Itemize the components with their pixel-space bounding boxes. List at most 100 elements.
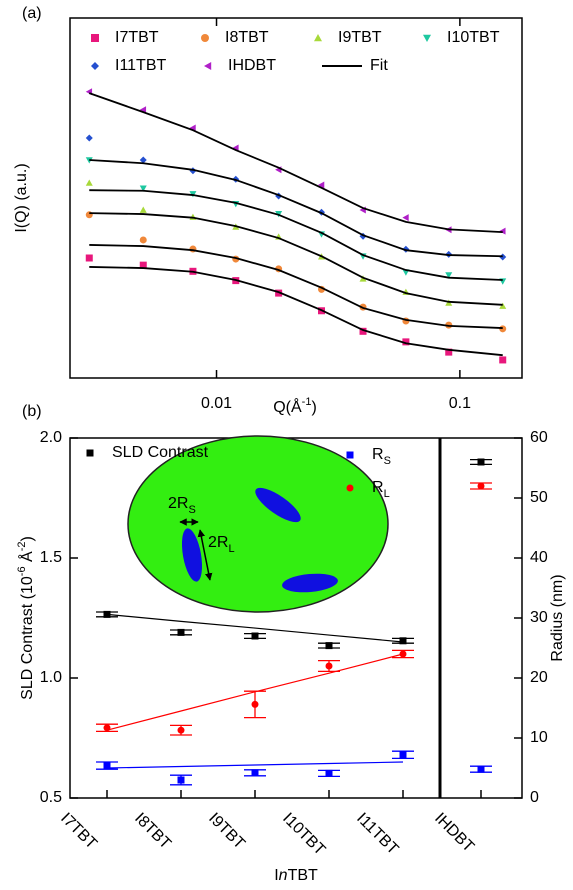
marker <box>275 289 283 297</box>
marker <box>402 338 410 346</box>
inset-diagram <box>127 435 389 613</box>
inset-label-part: L <box>228 543 234 555</box>
x-axis-label-part: TBT <box>288 867 318 884</box>
series <box>85 88 506 235</box>
legend-marker <box>201 34 209 42</box>
legend-marker <box>314 34 322 42</box>
marker <box>103 610 111 618</box>
marker <box>251 769 259 777</box>
marker <box>499 302 507 309</box>
x-axis-label-part: Q(Å <box>273 397 302 416</box>
legend-marker <box>346 451 354 459</box>
y2-tick-label: 20 <box>530 669 548 686</box>
x-tick-label: 0.01 <box>201 395 232 412</box>
plot-frame <box>69 17 523 379</box>
x-tick-label: IHDBT <box>431 810 477 856</box>
x-axis-label-part: ) <box>311 399 316 416</box>
marker <box>499 356 507 364</box>
marker <box>445 272 453 279</box>
fit-line <box>89 266 503 357</box>
marker <box>103 724 111 732</box>
fit-line <box>88 92 503 234</box>
marker <box>477 458 485 466</box>
marker <box>325 662 333 670</box>
marker <box>445 348 453 356</box>
legend-marker <box>204 62 212 70</box>
x-axis-label-part: -1 <box>302 396 312 408</box>
marker <box>325 769 333 777</box>
marker <box>251 632 259 640</box>
marker <box>251 700 259 708</box>
legend-marker <box>86 449 94 457</box>
inset-label-part: S <box>188 504 195 516</box>
marker <box>85 254 93 262</box>
marker <box>399 751 407 759</box>
inset-label-part: 2R <box>208 534 228 551</box>
legend-marker <box>91 34 99 42</box>
series <box>85 254 507 364</box>
marker <box>139 156 147 164</box>
legend-label-part: L <box>384 488 390 500</box>
marker <box>139 236 147 244</box>
marker <box>177 726 185 734</box>
domain-ellipse <box>255 487 301 523</box>
fit-line <box>106 761 404 769</box>
legend-marker <box>91 62 99 70</box>
marker <box>399 650 407 658</box>
matrix-ellipse <box>127 435 389 613</box>
marker <box>402 214 409 222</box>
marker <box>359 327 367 335</box>
legend-label: RL <box>372 479 390 500</box>
series <box>85 211 507 333</box>
y-tick-label: 1.0 <box>40 669 62 686</box>
marker <box>499 227 506 235</box>
marker <box>139 261 147 269</box>
legend-label: Fit <box>370 57 388 74</box>
y-tick-label: 0.5 <box>40 789 62 806</box>
y2-tick-label: 0 <box>530 789 539 806</box>
domain-ellipse <box>181 528 203 582</box>
y-axis-label: SLD Contrast (10-6 Å-2) <box>16 536 36 700</box>
inset-label-part: 2R <box>168 495 188 512</box>
panel-label: (a) <box>22 5 42 22</box>
x-axis-label: Q(Å-1) <box>273 396 317 416</box>
y2-tick-label: 60 <box>530 429 548 446</box>
marker <box>477 482 485 490</box>
fit-line <box>89 189 503 281</box>
marker <box>499 253 507 261</box>
inset-label: 2RS <box>168 495 196 516</box>
y2-tick-label: 10 <box>530 729 548 746</box>
legend-marker <box>346 484 354 492</box>
x-axis-label-part: n <box>279 867 288 884</box>
legend-label: I11TBT <box>115 57 167 74</box>
fit-line <box>89 212 503 306</box>
y-axis-label-part: ) <box>19 536 36 541</box>
legend-label: I8TBT <box>225 29 269 46</box>
y2-tick-label: 30 <box>530 609 548 626</box>
y2-axis-label: Radius (nm) <box>549 574 566 661</box>
legend-label-part: R <box>372 446 384 463</box>
x-tick-label: 0.1 <box>449 395 471 412</box>
legend-label-part: R <box>372 479 384 496</box>
y-tick-label: 2.0 <box>40 429 62 446</box>
inset-label: 2RL <box>208 534 235 555</box>
x-tick-label: I8TBT <box>131 810 174 853</box>
marker <box>189 124 196 132</box>
y-axis-label-part: -6 <box>16 566 28 576</box>
y-axis-label-part: SLD Contrast (10 <box>19 576 36 700</box>
legend-label: I9TBT <box>338 29 382 46</box>
marker <box>325 642 333 650</box>
marker <box>85 179 93 186</box>
marker <box>177 776 185 784</box>
fit-line <box>89 244 503 329</box>
marker <box>139 185 147 192</box>
legend-label: I7TBT <box>115 29 159 46</box>
fit-line <box>106 613 404 643</box>
x-tick-label: I9TBT <box>205 810 248 853</box>
x-axis-label-part: I <box>274 867 278 884</box>
x-tick-label: I10TBT <box>279 810 328 859</box>
series <box>85 134 507 261</box>
fit-line <box>89 159 503 258</box>
